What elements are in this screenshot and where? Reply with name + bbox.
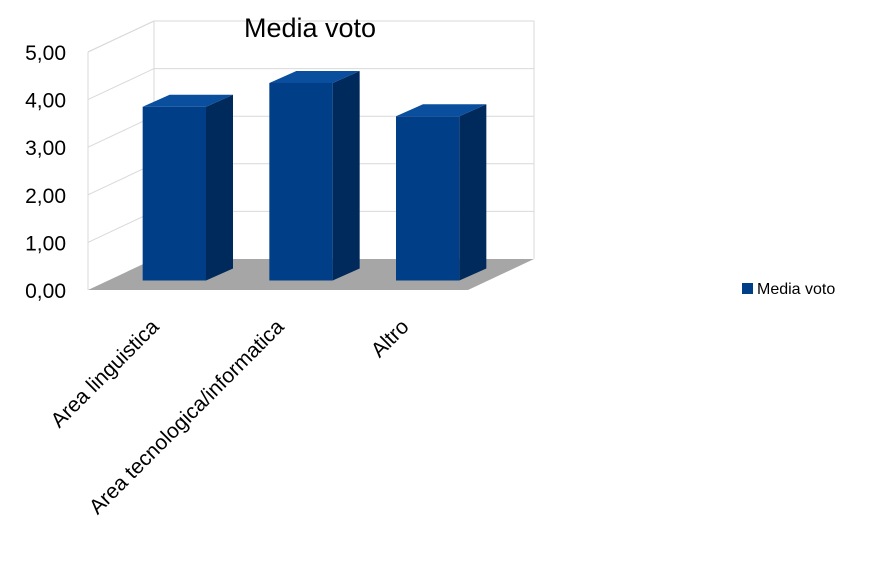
x-category-label: Altro [367, 315, 414, 362]
y-tick-label: 3,00 [25, 137, 66, 160]
y-tick-label: 4,00 [25, 90, 66, 113]
x-category-label: Area linguistica [47, 315, 164, 432]
chart-title: Media voto [244, 13, 376, 43]
legend-label: Media voto [757, 281, 835, 298]
y-axis-ticks: 0,00 1,00 2,00 3,00 4,00 5,00 [25, 42, 66, 303]
gridline [87, 20, 534, 53]
bar-top [142, 94, 233, 107]
bar-top [269, 70, 360, 83]
gridline [87, 68, 534, 101]
legend-swatch [742, 283, 753, 294]
legend: Media voto [742, 281, 835, 298]
bar-front [269, 82, 333, 281]
y-tick-label: 0,00 [25, 280, 66, 303]
bar-top [396, 104, 487, 117]
y-tick-label: 1,00 [25, 232, 66, 255]
y-tick-label: 5,00 [25, 42, 66, 65]
bar-side [332, 70, 360, 281]
bar [396, 104, 487, 281]
bar-side [206, 94, 233, 281]
bar [142, 94, 233, 281]
bars [142, 70, 487, 281]
bar [269, 70, 360, 281]
bar-front [396, 116, 460, 281]
x-category-label: Area tecnologica/informatica [85, 315, 289, 519]
bar-side [459, 104, 487, 281]
bar-front [142, 106, 206, 281]
y-tick-label: 2,00 [25, 185, 66, 208]
